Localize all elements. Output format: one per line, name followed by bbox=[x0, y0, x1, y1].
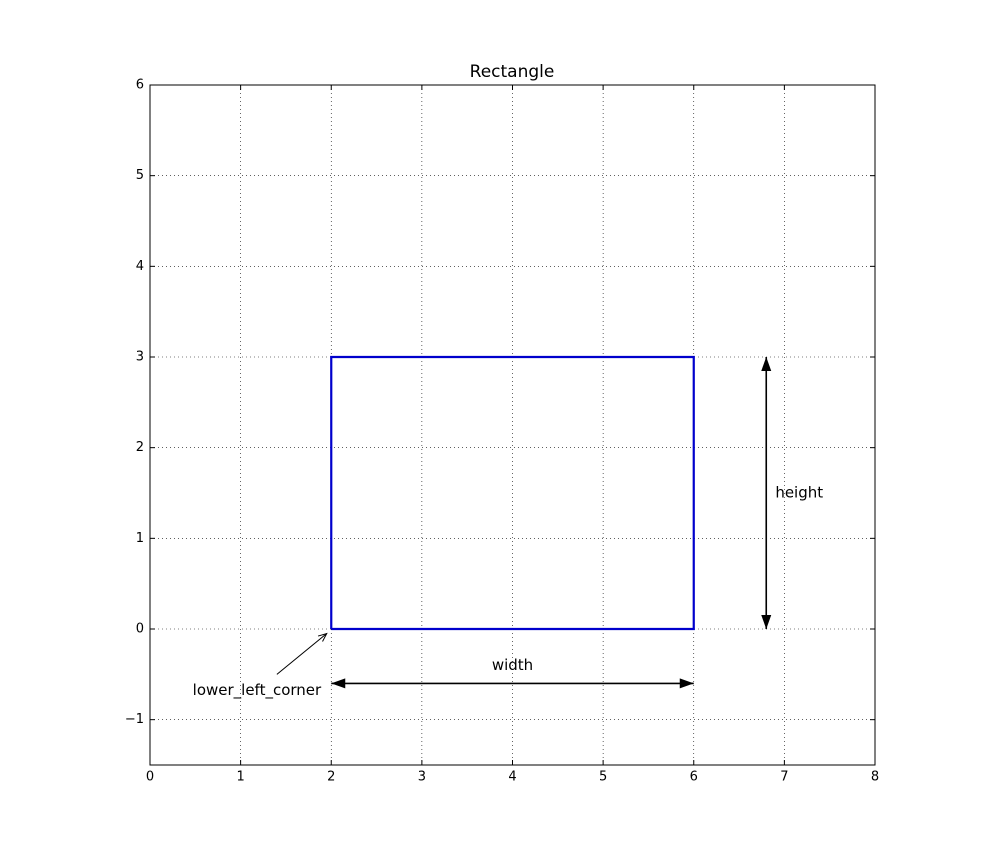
arrow-head bbox=[761, 357, 772, 371]
chart-title: Rectangle bbox=[470, 62, 555, 82]
annotation-text: lower_left_corner bbox=[193, 681, 322, 700]
x-tick-label: 5 bbox=[599, 770, 607, 785]
x-tick-label: 2 bbox=[327, 770, 335, 785]
y-tick-label: 2 bbox=[136, 440, 144, 455]
x-tick-label: 6 bbox=[690, 770, 698, 785]
y-tick-label: 3 bbox=[136, 350, 144, 365]
data-line bbox=[330, 355, 695, 631]
x-tick-label: 0 bbox=[146, 770, 154, 785]
x-tick-label: 7 bbox=[780, 770, 788, 785]
arrow-head bbox=[679, 678, 694, 689]
y-tick-label: 6 bbox=[136, 78, 144, 93]
y-tick-label: 0 bbox=[136, 622, 144, 637]
annotation-text: width bbox=[492, 656, 533, 674]
y-tick-label: 5 bbox=[136, 168, 144, 183]
arrow-head bbox=[331, 678, 346, 689]
y-tick-label: −1 bbox=[125, 712, 144, 727]
arrow-head bbox=[317, 632, 328, 642]
x-tick-label: 4 bbox=[508, 770, 516, 785]
annotation-arrow bbox=[276, 633, 328, 675]
x-tick-label: 3 bbox=[418, 770, 426, 785]
arrow-head bbox=[761, 615, 772, 629]
x-tick-label: 8 bbox=[871, 770, 879, 785]
x-tick-label: 1 bbox=[236, 770, 244, 785]
y-tick-label: 4 bbox=[136, 259, 144, 274]
annotation-text: height bbox=[775, 484, 823, 502]
y-tick-label: 1 bbox=[136, 531, 144, 546]
plot-frame bbox=[149, 84, 876, 766]
